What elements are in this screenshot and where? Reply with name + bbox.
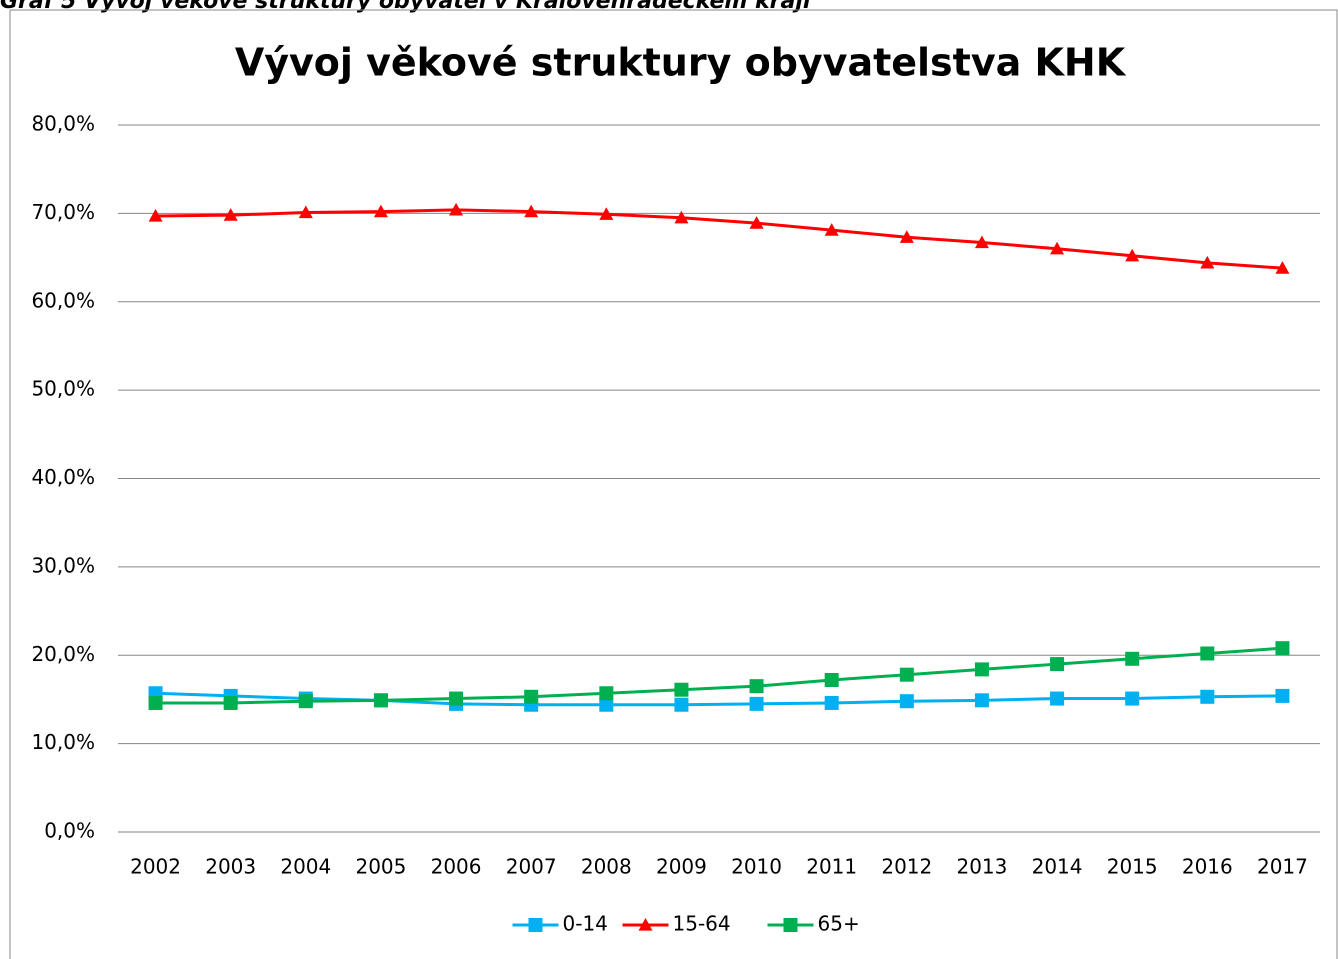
marker <box>524 204 539 218</box>
marker <box>824 695 839 710</box>
marker <box>223 208 238 221</box>
marker <box>1050 691 1065 706</box>
y-tick-label: 70,0% <box>31 200 95 224</box>
marker <box>1275 261 1290 274</box>
marker <box>783 918 798 932</box>
marker <box>638 918 653 931</box>
y-tick-label: 30,0% <box>31 553 95 577</box>
marker <box>148 695 163 710</box>
x-tick-label: 2012 <box>881 855 932 879</box>
caption: Graf 5 Vývoj věkové struktury obyvatel v… <box>0 0 811 14</box>
marker <box>899 694 914 709</box>
marker <box>298 205 313 219</box>
legend-label: 15-64 <box>673 912 731 936</box>
marker <box>599 207 614 220</box>
marker <box>824 223 839 236</box>
marker <box>1275 641 1290 656</box>
y-tick-label: 20,0% <box>31 642 95 666</box>
y-tick-label: 50,0% <box>31 377 95 401</box>
marker <box>449 202 464 216</box>
legend-label: 65+ <box>818 912 860 936</box>
chart-border <box>9 9 1338 959</box>
y-tick-label: 10,0% <box>31 730 95 754</box>
series-line <box>155 208 1283 270</box>
marker <box>528 918 543 932</box>
legend-label: 0-14 <box>563 912 608 936</box>
marker <box>899 230 914 243</box>
x-tick-label: 2009 <box>656 855 707 879</box>
marker <box>373 693 388 708</box>
x-tick-label: 2008 <box>581 855 632 879</box>
x-tick-label: 2015 <box>1107 855 1158 879</box>
marker <box>1200 255 1215 269</box>
marker <box>1200 646 1215 661</box>
marker <box>974 662 989 677</box>
marker <box>524 689 539 704</box>
series-line <box>155 691 1283 707</box>
marker <box>1125 691 1140 706</box>
marker <box>749 696 764 711</box>
marker <box>974 693 989 708</box>
marker <box>1275 688 1290 703</box>
marker <box>674 697 689 712</box>
y-tick-label: 0,0% <box>44 819 95 843</box>
x-tick-label: 2004 <box>280 855 331 879</box>
y-tick-label: 60,0% <box>31 288 95 312</box>
x-tick-label: 2003 <box>205 855 256 879</box>
x-tick-label: 2010 <box>731 855 782 879</box>
x-tick-label: 2013 <box>956 855 1007 879</box>
marker <box>298 694 313 709</box>
marker <box>223 695 238 710</box>
marker <box>824 672 839 687</box>
x-tick-label: 2005 <box>355 855 406 879</box>
marker <box>974 235 989 249</box>
marker <box>1125 651 1140 666</box>
series-line <box>155 646 1283 705</box>
x-tick-label: 2007 <box>506 855 557 879</box>
marker <box>1050 657 1065 672</box>
marker <box>674 682 689 697</box>
y-tick-label: 80,0% <box>31 112 95 136</box>
marker <box>1050 241 1065 255</box>
marker <box>899 667 914 682</box>
y-tick-label: 40,0% <box>31 465 95 489</box>
x-tick-label: 2006 <box>431 855 482 879</box>
marker <box>674 210 689 224</box>
marker <box>148 209 163 222</box>
marker <box>1125 248 1140 262</box>
x-tick-label: 2017 <box>1257 855 1308 879</box>
marker <box>373 204 388 218</box>
x-tick-label: 2002 <box>130 855 181 879</box>
marker <box>749 679 764 694</box>
x-tick-label: 2014 <box>1032 855 1083 879</box>
x-tick-label: 2011 <box>806 855 857 879</box>
marker <box>599 686 614 701</box>
x-tick-label: 2016 <box>1182 855 1233 879</box>
chart-title: Vývoj věkové struktury obyvatelstva KHK <box>235 41 1127 85</box>
marker <box>599 697 614 712</box>
marker <box>749 216 764 229</box>
marker <box>449 691 464 706</box>
marker <box>1200 689 1215 704</box>
